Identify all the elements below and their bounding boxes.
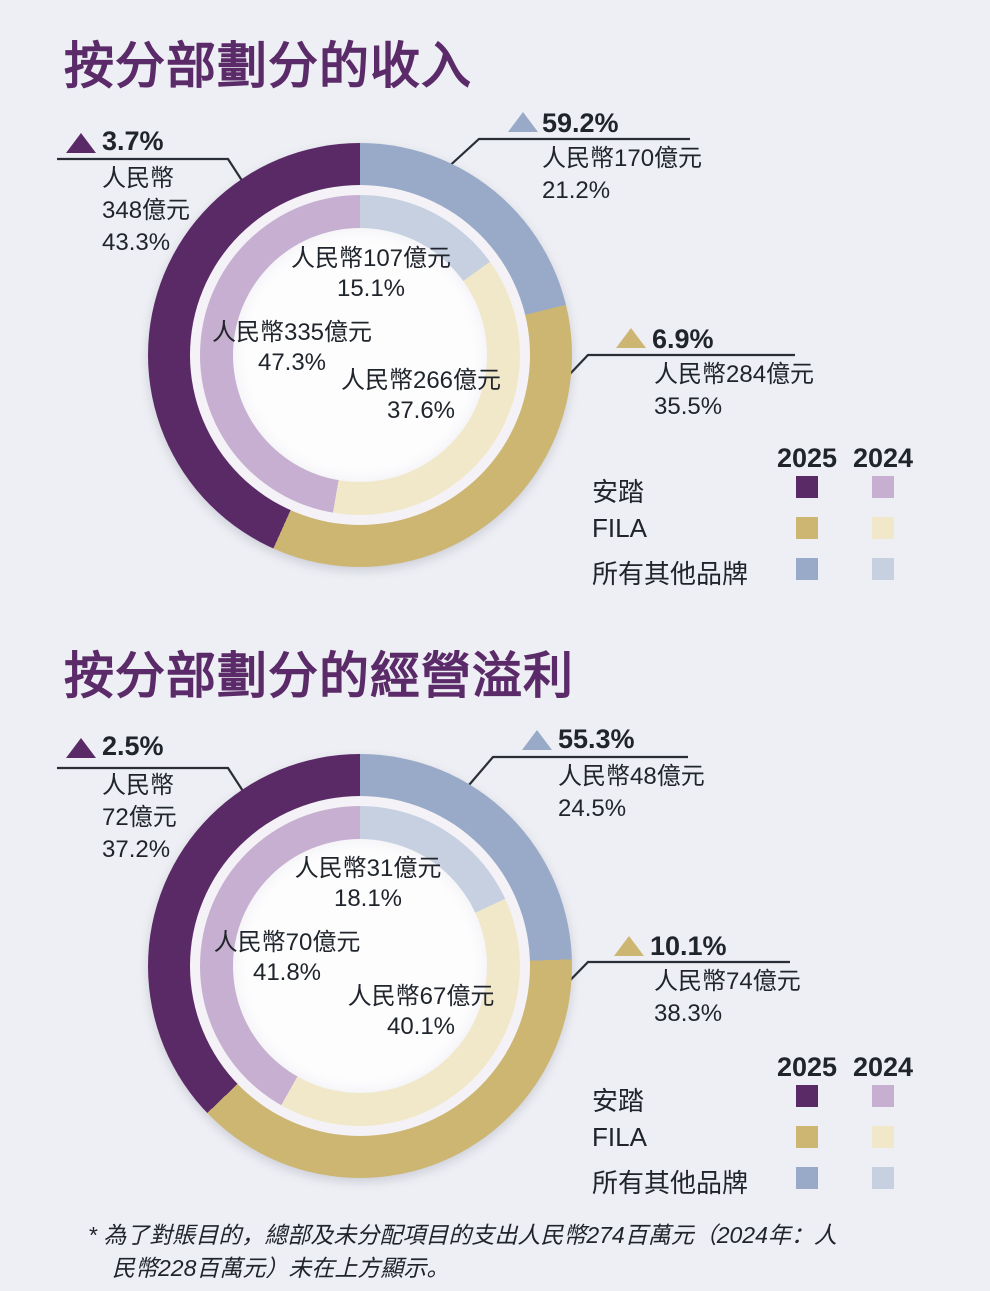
callout-line-text: 72億元: [102, 804, 177, 831]
inner-label-pct: 15.1%: [336, 275, 406, 302]
inner-label-value: 人民幣335億元: [211, 319, 373, 346]
inner-label-value: 人民幣107億元: [290, 245, 452, 272]
inner-label-value: 人民幣70億元: [213, 929, 361, 956]
legend-label-anta: 安踏: [592, 1086, 645, 1116]
legend-swatch-others-2025: [796, 558, 818, 580]
callout-line-text: 人民幣: [102, 165, 174, 192]
page-title: 按分部劃分的經營溢利: [64, 648, 574, 704]
inner-label-anta-2024: 人民幣335億元 47.3%: [187, 318, 397, 378]
inner-label-value: 人民幣67億元: [347, 983, 495, 1010]
delta-value: 6.9%: [652, 324, 714, 354]
inner-label-others-2024: 人民幣31億元 18.1%: [263, 854, 473, 914]
donut-center: [233, 839, 487, 1093]
legend-header-2025: 2025: [776, 1052, 838, 1082]
callout-text: 人民幣 348億元 43.3%: [102, 163, 190, 259]
callout-text: 人民幣74億元 38.3%: [654, 966, 801, 1030]
inner-label-value: 人民幣31億元: [294, 855, 442, 882]
callout-line-text: 21.2%: [542, 177, 611, 204]
legend-swatch-others-2024: [872, 558, 894, 580]
legend-label-fila: FILA: [592, 1122, 647, 1152]
callout-line-text: 24.5%: [558, 795, 627, 822]
legend-label-others: 所有其他品牌: [592, 559, 749, 589]
callout-text: 人民幣284億元 35.5%: [654, 359, 814, 423]
callout-line-text: 37.2%: [102, 836, 171, 863]
legend-header-2024: 2024: [852, 443, 914, 473]
delta-value: 2.5%: [102, 731, 164, 761]
legend-swatch-anta-2024: [872, 476, 894, 498]
delta-value: 10.1%: [650, 931, 727, 961]
callout-line-text: 人民幣284億元: [654, 361, 815, 388]
callout-line-text: 人民幣: [102, 772, 174, 799]
up-triangle-icon: [508, 112, 538, 132]
page-title: 按分部劃分的收入: [64, 38, 472, 94]
inner-label-pct: 41.8%: [252, 959, 322, 986]
up-triangle-icon: [66, 738, 96, 758]
legend-swatch-anta-2025: [796, 1085, 818, 1107]
callout-text: 人民幣170億元 21.2%: [542, 143, 702, 207]
legend-swatch-fila-2025: [796, 517, 818, 539]
legend-swatch-others-2024: [872, 1167, 894, 1189]
callout-line-text: 人民幣74億元: [654, 968, 801, 995]
inner-label-pct: 18.1%: [333, 885, 403, 912]
callout-line-text: 348億元: [102, 197, 191, 224]
legend-header-2025: 2025: [776, 443, 838, 473]
delta-value: 3.7%: [102, 126, 164, 156]
callout-line-text: 人民幣170億元: [542, 145, 703, 172]
callout-text: 人民幣 72億元 37.2%: [102, 770, 177, 866]
inner-label-fila-2024: 人民幣266億元 37.6%: [316, 366, 526, 426]
legend-label-fila: FILA: [592, 513, 647, 543]
footnote-line-1: * 為了對賬目的，總部及未分配項目的支出人民幣274百萬元（2024年：人: [88, 1222, 837, 1248]
legend-label-others: 所有其他品牌: [592, 1168, 749, 1198]
legend-swatch-anta-2025: [796, 476, 818, 498]
up-triangle-icon: [522, 730, 552, 750]
callout-line-text: 35.5%: [654, 393, 723, 420]
inner-label-fila-2024: 人民幣67億元 40.1%: [316, 982, 526, 1042]
inner-label-value: 人民幣266億元: [340, 367, 502, 394]
inner-label-pct: 47.3%: [257, 349, 327, 376]
footnote-line-2: 民幣228百萬元）未在上方顯示。: [112, 1255, 450, 1281]
callout-line-text: 人民幣48億元: [558, 763, 705, 790]
inner-label-pct: 37.6%: [386, 397, 456, 424]
donut-chart-revenue: [148, 143, 572, 567]
legend-swatch-anta-2024: [872, 1085, 894, 1107]
legend-swatch-fila-2024: [872, 1126, 894, 1148]
legend-swatch-fila-2024: [872, 517, 894, 539]
inner-label-others-2024: 人民幣107億元 15.1%: [266, 244, 476, 304]
callout-text: 人民幣48億元 24.5%: [558, 761, 705, 825]
delta-value: 55.3%: [558, 724, 635, 754]
up-triangle-icon: [616, 328, 646, 348]
inner-label-anta-2024: 人民幣70億元 41.8%: [182, 928, 392, 988]
delta-value: 59.2%: [542, 108, 619, 138]
up-triangle-icon: [614, 936, 644, 956]
donut-center: [233, 228, 487, 482]
legend-label-anta: 安踏: [592, 477, 645, 507]
inner-label-pct: 40.1%: [386, 1013, 456, 1040]
callout-line-text: 43.3%: [102, 229, 171, 256]
donut-chart-profit: [148, 754, 572, 1178]
legend-swatch-others-2025: [796, 1167, 818, 1189]
legend-header-2024: 2024: [852, 1052, 914, 1082]
up-triangle-icon: [66, 133, 96, 153]
legend-swatch-fila-2025: [796, 1126, 818, 1148]
callout-line-text: 38.3%: [654, 1000, 723, 1027]
